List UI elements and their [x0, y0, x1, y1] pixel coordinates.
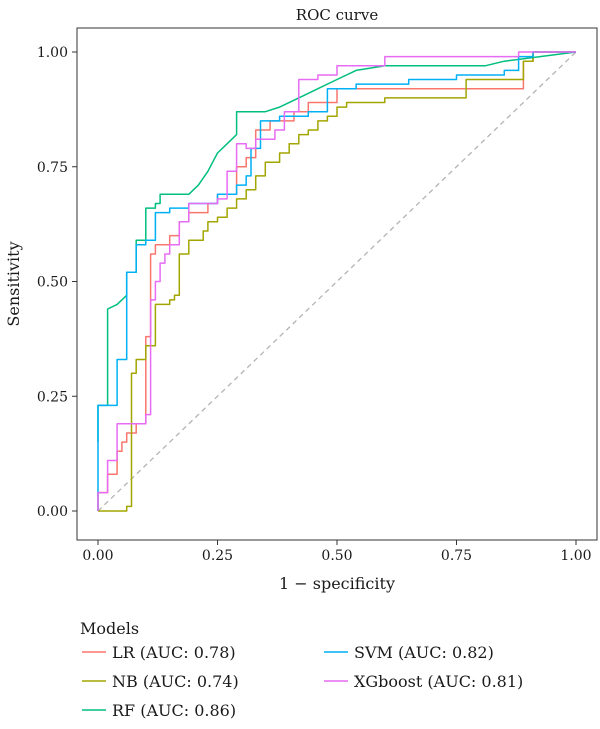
reference-diagonal-line — [97, 51, 577, 512]
y-tick-label: 0.00 — [37, 504, 68, 520]
x-tick-label: 0.50 — [321, 548, 352, 564]
y-tick-label: 0.25 — [37, 389, 68, 405]
y-tick-label: 0.75 — [37, 160, 68, 176]
x-tick-label: 0.75 — [441, 548, 472, 564]
y-tick-label: 0.50 — [37, 275, 68, 291]
legend-label-0: LR (AUC: 0.78) — [112, 643, 236, 662]
reference-line-layer — [97, 51, 577, 512]
y-axis-title: Sensitivity — [4, 241, 23, 326]
x-tick-label: 1.00 — [560, 548, 591, 564]
legend-label-4: XGboost (AUC: 0.81) — [354, 672, 523, 691]
roc-series-line-3 — [97, 51, 576, 511]
chart-title: ROC curve — [296, 6, 379, 24]
legend-title: Models — [80, 619, 139, 638]
x-tick-label: 0.25 — [202, 548, 233, 564]
y-axis: 0.00 0.25 0.50 0.75 1.00 — [37, 45, 77, 520]
legend: Models LR (AUC: 0.78) NB (AUC: 0.74) RF (A… — [80, 619, 523, 720]
plot-area — [76, 27, 598, 541]
legend-label-3: SVM (AUC: 0.82) — [354, 643, 494, 662]
x-tick-label: 0.00 — [82, 548, 113, 564]
roc-series-line-1 — [98, 51, 576, 512]
legend-label-2: RF (AUC: 0.86) — [112, 701, 236, 720]
legend-label-1: NB (AUC: 0.74) — [112, 672, 239, 691]
legend-items: LR (AUC: 0.78) NB (AUC: 0.74) RF (AUC: 0.8… — [82, 643, 523, 720]
roc-series-line-4 — [97, 51, 576, 511]
x-axis: 0.00 0.25 0.50 0.75 1.00 — [82, 540, 592, 564]
x-axis-title: 1 − specificity — [279, 574, 395, 593]
series-layer — [97, 51, 577, 512]
y-tick-label: 1.00 — [37, 45, 68, 61]
